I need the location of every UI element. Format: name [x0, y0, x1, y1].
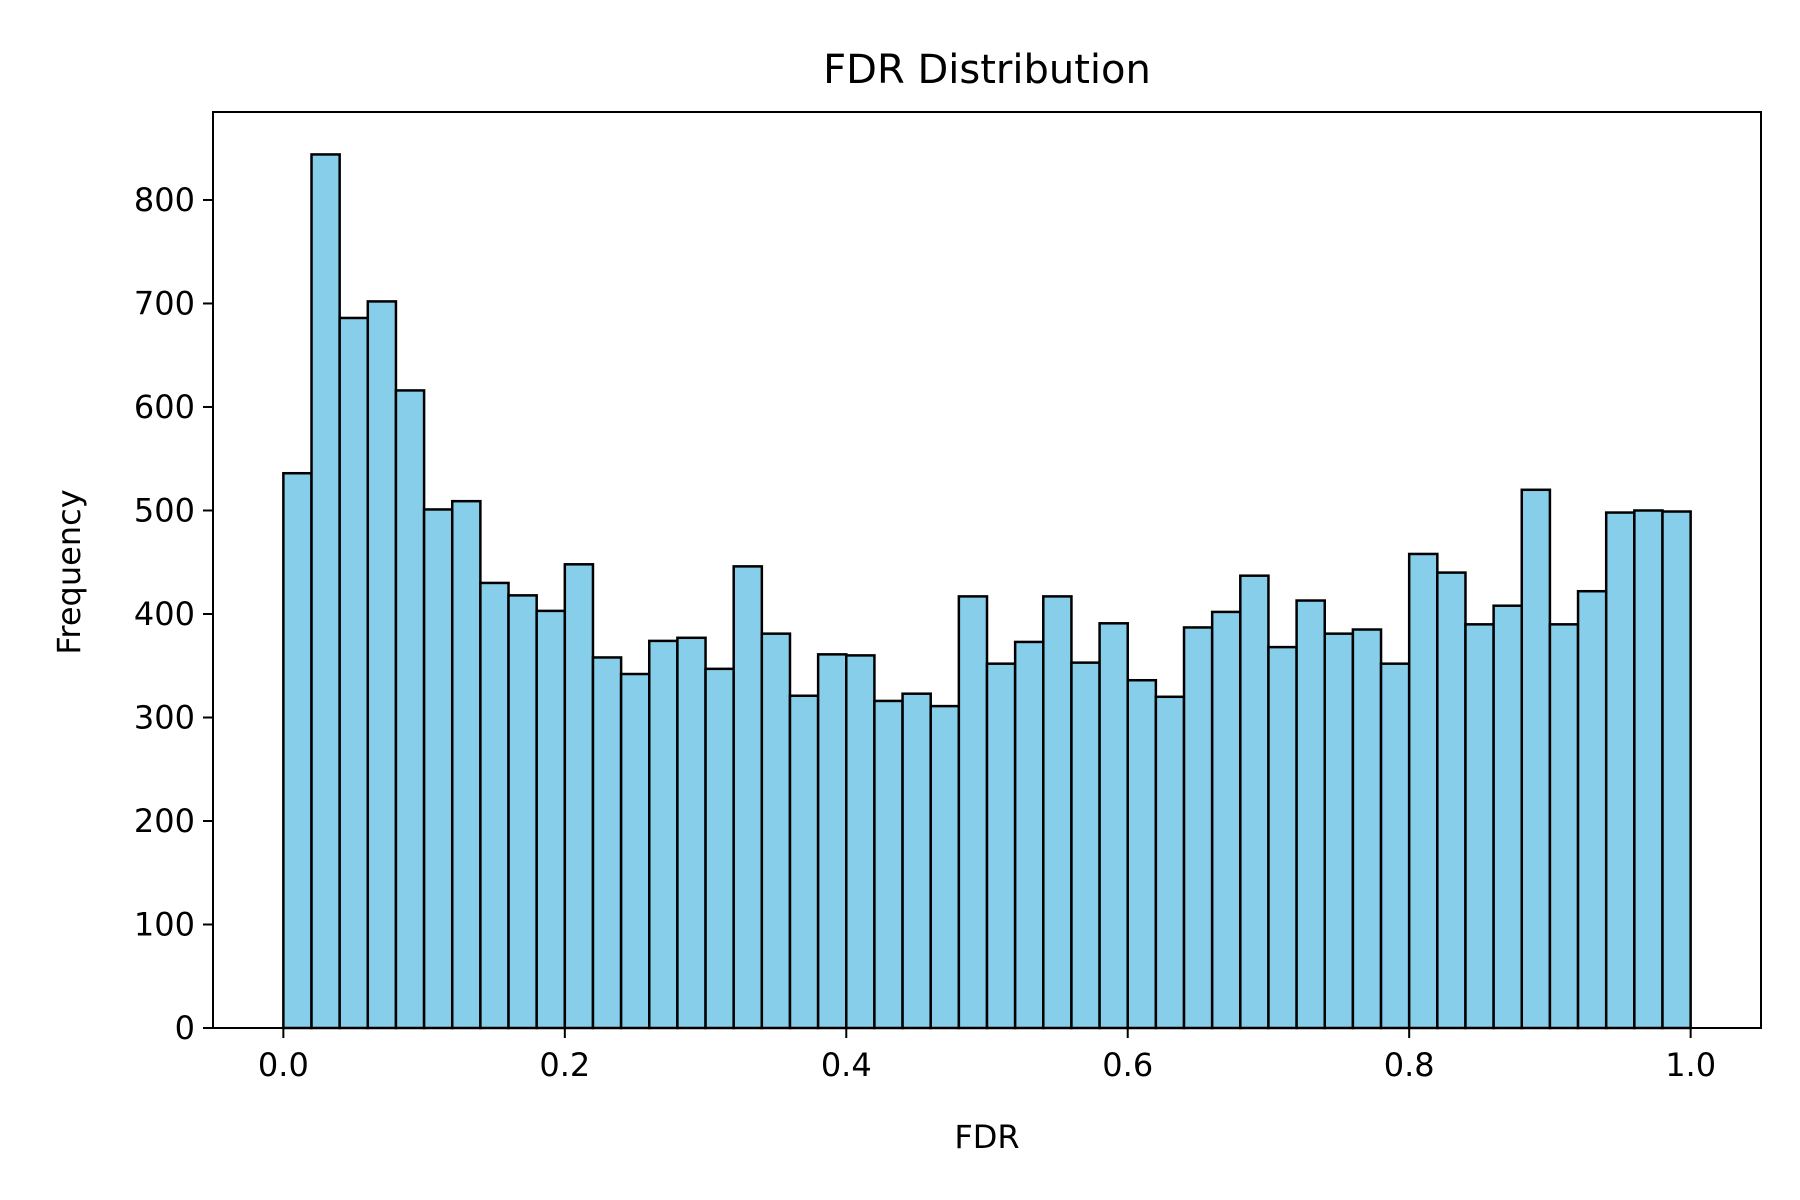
histogram-bar: [873, 699, 904, 1030]
histogram-bar: [479, 581, 510, 1030]
histogram-bar: [338, 316, 370, 1030]
histogram-bar: [1267, 645, 1298, 1030]
histogram-bar: [1154, 695, 1186, 1030]
x-tick-label: 0.8: [1384, 1046, 1435, 1084]
histogram-bar: [1013, 640, 1045, 1030]
histogram-bar: [1492, 604, 1524, 1030]
plot-frame: [212, 111, 1762, 1029]
histogram-bar: [648, 639, 679, 1030]
y-tick-label: 800: [134, 181, 195, 219]
histogram-bar: [1576, 589, 1608, 1030]
histogram-bar: [1351, 628, 1383, 1030]
y-axis-ticks: 0 100 200 300 400 500 600 700 800: [134, 181, 213, 1047]
histogram-bar: [1520, 488, 1552, 1030]
histogram-bar: [1098, 622, 1129, 1030]
x-tick-label: 0.2: [539, 1046, 590, 1084]
histogram-bar: [732, 565, 764, 1030]
histogram-bar: [310, 153, 341, 1030]
histogram-bar: [422, 508, 454, 1030]
histogram-bar: [1661, 510, 1692, 1030]
histogram-bar: [1210, 610, 1242, 1030]
histogram-bar: [563, 563, 595, 1030]
y-tick-label: 300: [134, 698, 195, 736]
histogram-bar: [929, 704, 961, 1030]
histogram-bar: [704, 667, 735, 1030]
histogram-bar: [366, 300, 398, 1030]
histogram-bar: [1436, 571, 1467, 1030]
x-tick-label: 1.0: [1665, 1046, 1716, 1084]
histogram-bar: [1548, 623, 1580, 1030]
histogram-bar: [1182, 626, 1214, 1030]
x-axis-ticks: 0.0 0.2 0.4 0.6 0.8 1.0: [258, 1028, 1716, 1084]
histogram-bar: [1323, 632, 1355, 1030]
histogram-bar: [816, 653, 848, 1030]
histogram-bar: [619, 672, 651, 1030]
x-tick-label: 0.4: [821, 1046, 872, 1084]
histogram-bar: [1379, 662, 1411, 1030]
histogram-bar: [1295, 599, 1326, 1030]
histogram-bar: [394, 389, 426, 1030]
y-tick-label: 600: [134, 388, 195, 426]
histogram-bar: [1239, 574, 1270, 1030]
histogram-bar: [760, 632, 792, 1030]
y-axis-label: Frequency: [50, 489, 88, 654]
y-tick-label: 700: [134, 284, 195, 322]
histogram-bar: [535, 609, 567, 1030]
histogram-bar: [1464, 623, 1495, 1030]
y-tick-label: 200: [134, 802, 195, 840]
chart-title: FDR Distribution: [823, 47, 1151, 93]
histogram-bar: [788, 694, 820, 1030]
histogram-bar: [1407, 552, 1439, 1030]
histogram-bar: [676, 636, 707, 1030]
x-tick-label: 0.6: [1102, 1046, 1153, 1084]
histogram-bar: [282, 471, 313, 1030]
x-axis-label: FDR: [954, 1118, 1019, 1156]
histogram-bar: [901, 692, 932, 1030]
histogram-bar: [1633, 509, 1664, 1030]
histogram-bar: [957, 595, 989, 1030]
histogram-bar: [1604, 511, 1636, 1030]
histogram-bar: [1042, 595, 1073, 1030]
histogram-bar: [507, 594, 538, 1030]
bars-group: [282, 153, 1692, 1030]
histogram-bar: [1126, 678, 1158, 1030]
histogram-bar: [845, 654, 876, 1030]
y-tick-label: 400: [134, 595, 195, 633]
y-tick-label: 0: [175, 1009, 195, 1047]
histogram-bar: [450, 499, 482, 1030]
x-tick-label: 0.0: [258, 1046, 309, 1084]
y-tick-label: 500: [134, 491, 195, 529]
y-tick-label: 100: [134, 905, 195, 943]
histogram-bar: [591, 656, 623, 1030]
histogram-bar: [1070, 661, 1101, 1030]
histogram-bar: [985, 662, 1017, 1030]
